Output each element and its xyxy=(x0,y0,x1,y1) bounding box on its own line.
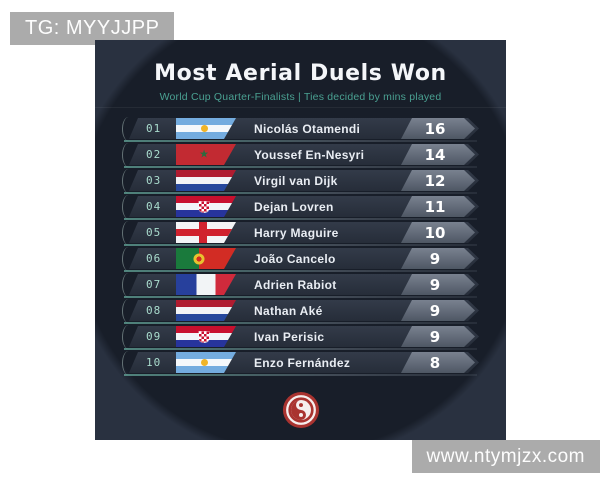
player-name: Nathan Aké xyxy=(254,303,323,318)
value-panel: 14 xyxy=(401,144,475,165)
value-panel: 9 xyxy=(401,326,475,347)
country-flag-icon xyxy=(176,274,236,295)
rank-label: 05 xyxy=(146,226,162,239)
rank-label: 02 xyxy=(146,148,162,161)
brand-logo-icon xyxy=(282,391,320,429)
player-name: João Cancelo xyxy=(254,251,336,266)
country-flag-icon xyxy=(176,170,236,191)
country-flag-icon xyxy=(176,196,236,217)
row-bar: 08 Nathan Aké 9 xyxy=(129,300,479,321)
row-bar: 01 Nicolás Otamendi 16 xyxy=(129,118,479,139)
table-row: 08 Nathan Aké 9 xyxy=(122,299,479,324)
value-label: 16 xyxy=(424,119,446,138)
rank-label: 09 xyxy=(146,330,162,343)
value-label: 9 xyxy=(429,327,441,346)
value-panel: 16 xyxy=(401,118,475,139)
player-name: Adrien Rabiot xyxy=(254,277,337,292)
player-name: Youssef En-Nesyri xyxy=(254,147,365,162)
value-panel: 9 xyxy=(401,300,475,321)
infographic-panel: Most Aerial Duels Won World Cup Quarter-… xyxy=(95,40,506,440)
row-bar: 09 Ivan Perisic 9 xyxy=(129,326,479,347)
value-label: 9 xyxy=(429,301,441,320)
row-bar: 05 Harry Maguire 10 xyxy=(129,222,479,243)
table-row: 03 Virgil van Dijk 12 xyxy=(122,169,479,194)
country-flag-icon xyxy=(176,144,236,165)
value-label: 9 xyxy=(429,275,441,294)
table-row: 10 Enzo Fernández 8 xyxy=(122,351,479,376)
table-row: 07 Adrien Rabiot 9 xyxy=(122,273,479,298)
country-flag-icon xyxy=(176,248,236,269)
value-label: 10 xyxy=(424,223,446,242)
rank-label: 04 xyxy=(146,200,162,213)
country-flag-icon xyxy=(176,326,236,347)
player-name: Virgil van Dijk xyxy=(254,173,338,188)
player-name: Dejan Lovren xyxy=(254,199,334,214)
row-bar: 10 Enzo Fernández 8 xyxy=(129,352,479,373)
value-label: 8 xyxy=(429,353,441,372)
divider xyxy=(95,107,506,108)
telegram-watermark-badge: TG: MYYJJPP xyxy=(10,12,175,45)
value-label: 14 xyxy=(424,145,446,164)
table-row: 05 Harry Maguire 10 xyxy=(122,221,479,246)
value-panel: 9 xyxy=(401,274,475,295)
player-name: Enzo Fernández xyxy=(254,355,351,370)
player-name: Ivan Perisic xyxy=(254,329,325,344)
player-name: Nicolás Otamendi xyxy=(254,121,361,136)
table-row: 06 João Cancelo 9 xyxy=(122,247,479,272)
country-flag-icon xyxy=(176,118,236,139)
page-subtitle: World Cup Quarter-Finalists | Ties decid… xyxy=(159,91,442,103)
value-panel: 8 xyxy=(401,352,475,373)
value-label: 9 xyxy=(429,249,441,268)
website-watermark-badge: www.ntymjzx.com xyxy=(411,440,600,473)
table-row: 01 Nicolás Otamendi 16 xyxy=(122,117,479,142)
ranking-list: 01 Nicolás Otamendi 16 02 Youssef En-Nes… xyxy=(122,117,479,378)
value-label: 12 xyxy=(424,171,446,190)
value-panel: 9 xyxy=(401,248,475,269)
value-panel: 10 xyxy=(401,222,475,243)
rank-label: 03 xyxy=(146,174,162,187)
rank-label: 07 xyxy=(146,278,162,291)
value-panel: 11 xyxy=(401,196,475,217)
country-flag-icon xyxy=(176,222,236,243)
table-row: 09 Ivan Perisic 9 xyxy=(122,325,479,350)
rank-label: 08 xyxy=(146,304,162,317)
country-flag-icon xyxy=(176,352,236,373)
rank-label: 06 xyxy=(146,252,162,265)
rank-label: 01 xyxy=(146,122,162,135)
table-row: 04 Dejan Lovren 11 xyxy=(122,195,479,220)
value-panel: 12 xyxy=(401,170,475,191)
page-title: Most Aerial Duels Won xyxy=(154,61,447,86)
player-name: Harry Maguire xyxy=(254,225,339,240)
value-label: 11 xyxy=(424,197,446,216)
country-flag-icon xyxy=(176,300,236,321)
row-bar: 02 Youssef En-Nesyri 14 xyxy=(129,144,479,165)
row-bar: 03 Virgil van Dijk 12 xyxy=(129,170,479,191)
row-bar: 06 João Cancelo 9 xyxy=(129,248,479,269)
row-bar: 04 Dejan Lovren 11 xyxy=(129,196,479,217)
table-row: 02 Youssef En-Nesyri 14 xyxy=(122,143,479,168)
rank-label: 10 xyxy=(146,356,162,369)
row-bar: 07 Adrien Rabiot 9 xyxy=(129,274,479,295)
